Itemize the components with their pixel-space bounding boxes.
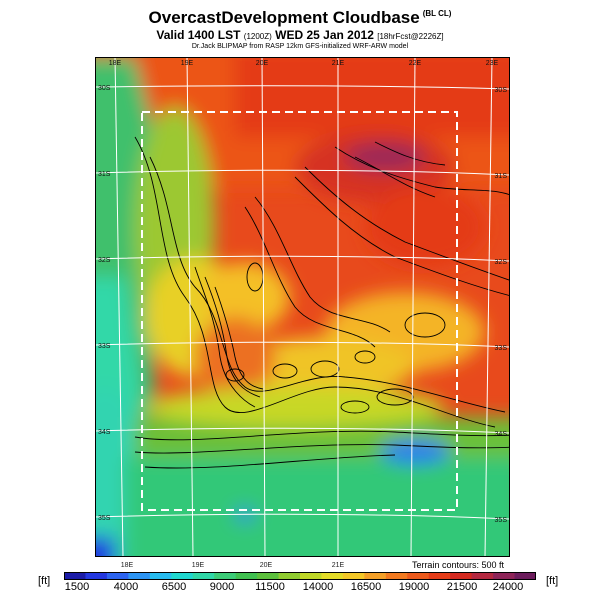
colorbar-swatch (128, 572, 151, 580)
colorbar-swatch (300, 572, 322, 580)
colorbar-frame (64, 572, 536, 580)
colorbar-swatch (321, 572, 344, 580)
lon-label-top: 19E (181, 60, 194, 67)
colorbar-swatch (171, 572, 194, 580)
colorbar-swatch (407, 572, 430, 580)
map-frame (95, 57, 510, 557)
lon-label-top: 18E (109, 60, 122, 67)
valid-z: (1200Z) (243, 32, 272, 41)
colorbar-swatch (257, 572, 280, 580)
lat-label-left: 32S (98, 257, 111, 264)
valid-run: [18hrFcst@2226Z] (377, 32, 444, 41)
colorbar-swatch (85, 572, 108, 580)
lon-label-bottom: 20E (259, 562, 273, 569)
lat-label-right: 34S (495, 431, 508, 438)
colorbar-tick-label: 11500 (255, 581, 285, 593)
title-text: OvercastDevelopment Cloudbase (148, 8, 420, 27)
colorbar-unit-right: [ft] (546, 575, 559, 587)
colorbar-tick-label: 1500 (64, 581, 90, 593)
colorbar-swatch (364, 572, 387, 580)
colorbar-tick-label: 16500 (350, 581, 382, 593)
colorbar-unit-left: [ft] (38, 575, 51, 587)
lat-label-right: 32S (495, 259, 508, 266)
terrain-contours (134, 136, 510, 469)
colorbar-swatch (235, 572, 258, 580)
cloudbase-map: 18E 19E 20E 21E 22E 23E 30S 31S 32S 33S … (95, 57, 510, 557)
colorbar-tick-label: 6500 (161, 581, 187, 593)
colorbar-swatch (149, 572, 172, 580)
valid-date: WED 25 Jan 2012 (275, 28, 374, 42)
inner-domain-boundary (141, 111, 458, 511)
colorbar-swatch (385, 572, 408, 580)
colorbar-swatch (64, 572, 86, 580)
lat-label-right: 30S (495, 87, 508, 94)
lon-label-bottom: 18E (120, 562, 134, 569)
colorbar-swatch (192, 572, 215, 580)
colorbar-swatch (450, 572, 473, 580)
colorbar-swatch (342, 572, 365, 580)
cloudbase-field (95, 57, 510, 557)
lat-label-right: 33S (495, 345, 508, 352)
lon-label-top: 21E (332, 60, 345, 67)
colorbar-tick-label: 14000 (302, 581, 334, 593)
lon-label-bottom: 21E (331, 562, 345, 569)
latlon-grid (95, 57, 510, 557)
colorbar-tick-label: 21500 (446, 581, 478, 593)
lat-label-right: 31S (495, 173, 508, 180)
colorbar-tick-label: 24000 (492, 581, 524, 593)
credit-line: Dr.Jack BLIPMAP from RASP 12km GFS-initi… (191, 43, 409, 50)
colorbar-swatch (278, 572, 301, 580)
lon-label-top: 22E (409, 60, 422, 67)
colorbar-swatch (471, 572, 494, 580)
title-tag: (BL CL) (422, 9, 452, 19)
lon-label-bottom: 19E (191, 562, 205, 569)
lat-label-left: 35S (98, 515, 111, 522)
colorbar-swatch (428, 572, 451, 580)
lon-label-top: 23E (486, 60, 499, 67)
map-subtitle: Valid 1400 LST (1200Z) WED 25 Jan 2012 [… (0, 28, 600, 42)
lat-label-left: 31S (98, 171, 111, 178)
lat-label-left: 33S (98, 343, 111, 350)
colorbar-tick-label: 9000 (209, 581, 235, 593)
colorbar-tick-label: 19000 (398, 581, 430, 593)
lat-label-left: 34S (98, 429, 111, 436)
colorbar-tick-label: 4000 (113, 581, 139, 593)
lat-label-right: 35S (495, 517, 508, 524)
terrain-contour-note: Terrain contours: 500 ft (411, 560, 504, 570)
lat-label-left: 30S (98, 85, 111, 92)
colorbar-swatch (493, 572, 516, 580)
colorbar-swatch (106, 572, 129, 580)
colorbar-swatch (514, 572, 536, 580)
map-title: OvercastDevelopment Cloudbase (BL CL) (0, 8, 600, 28)
valid-line: Valid 1400 LST (156, 28, 241, 42)
lon-label-top: 20E (256, 60, 269, 67)
colorbar (64, 572, 536, 580)
colorbar-swatch (214, 572, 237, 580)
